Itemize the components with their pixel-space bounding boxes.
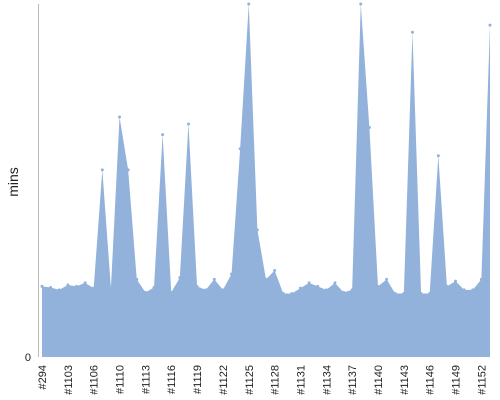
data-point: [376, 284, 380, 288]
x-tick-label: #1137: [347, 365, 359, 395]
x-tick-label: #1116: [166, 365, 178, 394]
data-point: [135, 277, 139, 281]
data-point: [230, 272, 234, 276]
data-point: [109, 286, 113, 290]
y-tick-label: 0: [25, 352, 31, 364]
x-tick-label: #1146: [425, 365, 437, 395]
x-tick-label: #1143: [399, 365, 411, 395]
data-point: [385, 277, 389, 281]
x-tick-label: #1119: [192, 365, 204, 394]
x-tick-label: #1106: [89, 365, 101, 395]
data-point: [57, 288, 61, 292]
data-point: [212, 277, 216, 281]
data-point: [238, 147, 242, 151]
data-point: [393, 291, 397, 295]
x-tick-label: #1113: [140, 365, 152, 394]
data-point: [333, 281, 337, 285]
data-point: [316, 284, 320, 288]
series-area: [42, 4, 490, 357]
data-point: [221, 288, 225, 292]
data-point: [100, 168, 104, 172]
data-point: [479, 277, 483, 281]
data-point: [40, 284, 44, 288]
x-tick-label: #1149: [451, 365, 463, 395]
x-tick-label: #1134: [321, 365, 333, 395]
data-point: [83, 281, 87, 285]
x-tick-label: #1103: [63, 365, 75, 395]
x-tick-label: #1125: [244, 365, 256, 395]
data-point: [462, 288, 466, 292]
data-point: [307, 281, 311, 285]
data-point: [92, 286, 96, 290]
data-point: [471, 288, 475, 292]
data-point: [152, 285, 156, 289]
data-point: [324, 288, 328, 292]
data-point: [436, 154, 440, 158]
x-tick-label: #1152: [476, 365, 488, 395]
data-point: [126, 168, 130, 172]
x-tick-label: #1140: [373, 365, 385, 395]
data-point: [66, 283, 70, 287]
data-point: [402, 291, 406, 295]
data-point: [359, 2, 363, 6]
data-point: [428, 291, 432, 295]
data-point: [247, 2, 251, 6]
data-point: [298, 286, 302, 290]
data-point: [255, 228, 259, 232]
x-tick-label: #1131: [295, 365, 307, 395]
data-point: [350, 288, 354, 292]
data-point: [49, 285, 53, 289]
data-point: [186, 122, 190, 126]
y-axis-ticks: 0: [25, 352, 31, 364]
data-point: [419, 291, 423, 295]
x-tick-label: #294: [37, 365, 49, 389]
data-point: [169, 290, 173, 294]
data-point: [74, 284, 78, 288]
data-point: [445, 284, 449, 288]
data-point: [161, 133, 165, 137]
data-point: [204, 288, 208, 292]
data-point: [264, 277, 268, 281]
data-point: [342, 290, 346, 294]
x-tick-label: #1128: [270, 365, 282, 395]
plot-area: [40, 2, 492, 357]
y-axis-title: mins: [5, 167, 21, 197]
x-axis-ticks: #294 #1103 #1106 #1110 #1113 #1116 #1119 #1122 #…: [37, 365, 488, 395]
data-point: [118, 115, 122, 119]
data-point: [410, 30, 414, 34]
data-point: [367, 126, 371, 130]
data-point: [290, 291, 294, 295]
data-point: [143, 290, 147, 294]
data-point: [281, 291, 285, 295]
data-point: [195, 284, 199, 288]
data-point: [178, 276, 182, 280]
data-point: [454, 279, 458, 283]
x-tick-label: #1110: [115, 365, 127, 394]
data-point: [488, 23, 492, 27]
x-tick-label: #1122: [218, 365, 230, 395]
data-point: [273, 269, 277, 273]
